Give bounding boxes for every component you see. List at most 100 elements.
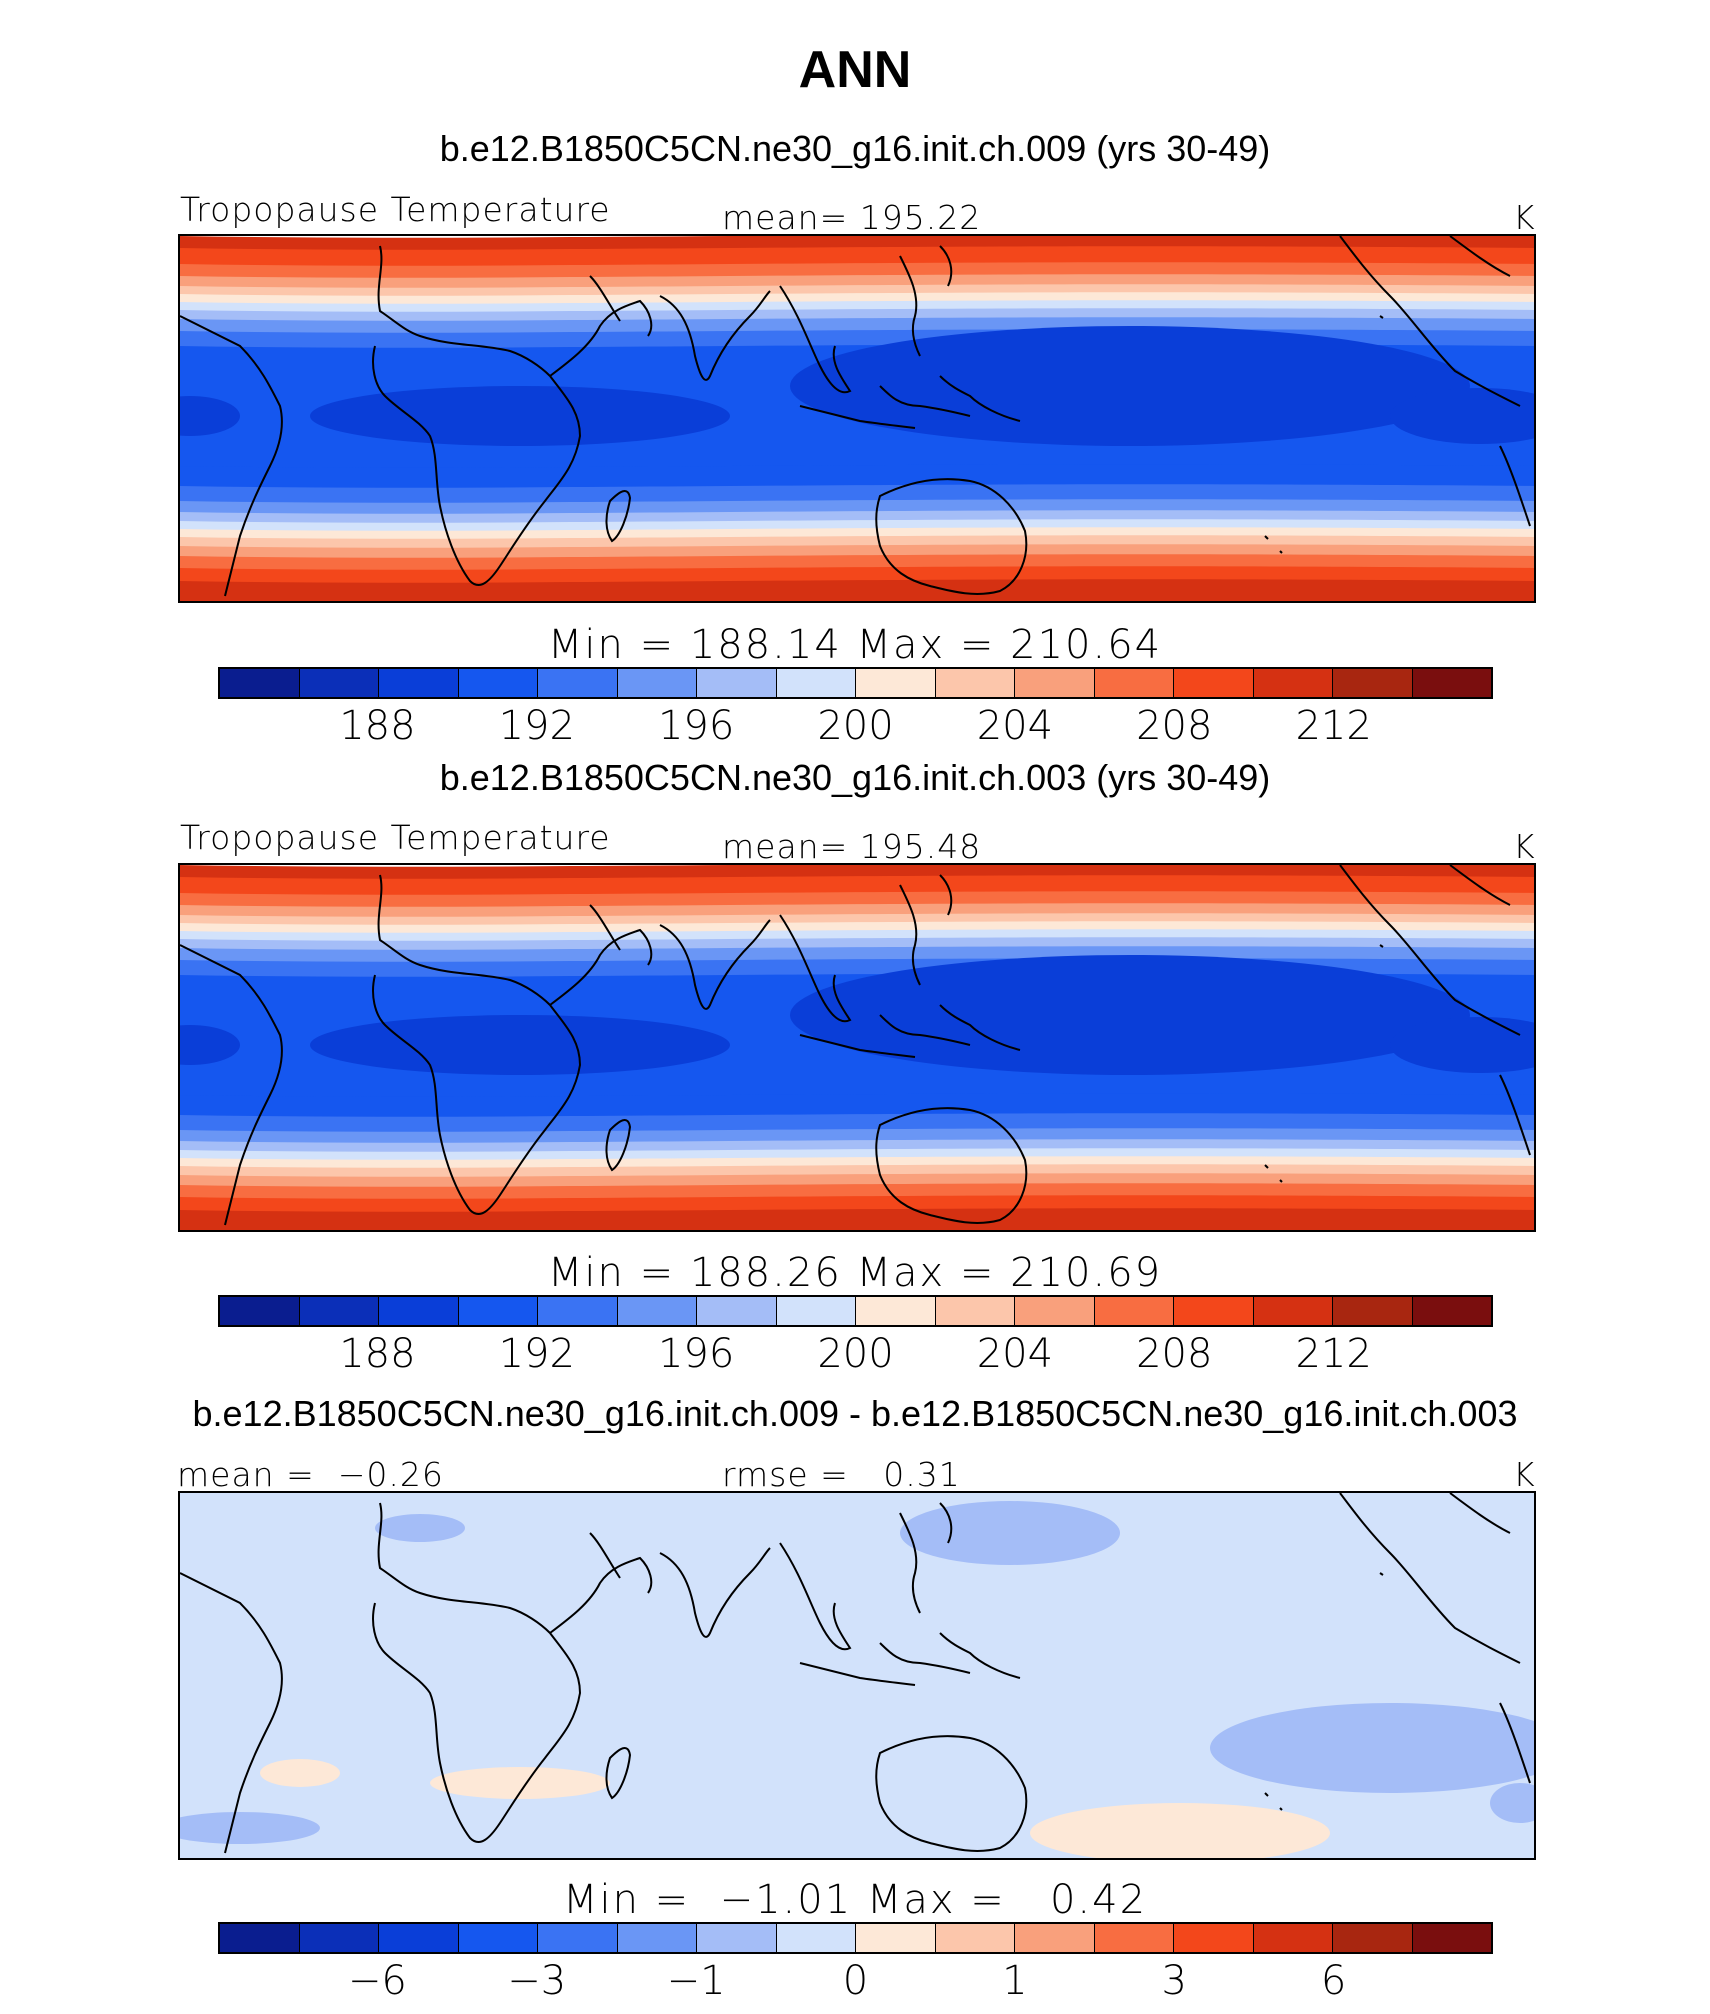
panel-2-field [180,865,1534,1230]
colorbar-swatch [856,1924,936,1952]
contour-band [180,464,1534,488]
panel-2-mean-value: 195.48 [859,827,982,866]
panel-3-max-value: 0.42 [1049,1877,1148,1923]
colorbar-tick-label: 196 [657,703,735,749]
colorbar-swatch [1174,1924,1254,1952]
colorbar-swatch [697,669,777,697]
panel-2-units: K [1513,827,1536,866]
panel-1-variable-label: Tropopause Temperature [180,190,611,229]
contour-core [180,396,240,436]
coastline [1499,1702,1531,1784]
colorbar-swatch [1253,1924,1333,1952]
coastline [1379,1572,1384,1576]
panel-1-colorbar [218,667,1493,699]
colorbar-tick-label: 212 [1295,1331,1372,1377]
coastline [879,1642,971,1674]
coastline [659,919,771,1010]
colorbar-swatch [538,1297,618,1325]
contour-band [180,1493,1534,1858]
coastline [1449,865,1511,906]
contour-anomaly [1490,1783,1534,1823]
coastline [939,1004,1021,1051]
panel-2-minmax: Min = 188.26 Max = 210.69 [547,1250,1163,1296]
colorbar-tick-label: 3 [1161,1958,1187,2004]
colorbar-swatch [458,669,538,697]
colorbar-swatch [1174,669,1254,697]
colorbar-swatch [935,669,1015,697]
coastline [1279,1179,1283,1183]
colorbar-swatch [538,669,618,697]
panel-2-min-value: 188.26 [689,1250,842,1296]
panel-1-map [178,234,1536,603]
panel-3-rmse-label: rmse = 0.31 [722,1455,961,1494]
colorbar-tick-label: −3 [507,1958,567,2004]
coastline [1449,236,1511,277]
colorbar-swatch [220,1297,300,1325]
contour-core [310,386,730,446]
coastline [659,290,771,381]
contour-anomaly [430,1767,610,1799]
colorbar-swatch [1094,669,1174,697]
colorbar-tick-label: −1 [666,1958,726,2004]
colorbar-tick-label: 1 [1002,1958,1028,2004]
colorbar-swatch [299,1924,379,1952]
colorbar-swatch [1253,669,1333,697]
colorbar-swatch [1015,669,1095,697]
coastline [1264,1164,1269,1169]
coastline [1339,1493,1521,1664]
coastline [799,405,916,429]
contour-band [180,1183,1534,1199]
panel-1-case-title: b.e12.B1850C5CN.ne30_g16.init.ch.009 (yr… [439,128,1271,169]
coastline [589,904,621,951]
coastline [799,1034,916,1058]
colorbar-tick-label: 6 [1320,1958,1347,2004]
colorbar-swatch [299,1297,379,1325]
colorbar-swatch [379,1924,459,1952]
contour-band [180,246,1534,266]
panel-3-colorbar [218,1922,1493,1954]
panel-3-min-value: −1.01 [719,1877,853,1923]
colorbar-swatch [1094,1924,1174,1952]
coastline [939,874,953,916]
contour-band [180,579,1534,601]
coastline [589,1532,621,1579]
contour-anomaly [180,1812,320,1844]
colorbar-swatch [220,669,300,697]
colorbar-swatch [1174,1297,1254,1325]
colorbar-tick-label: 200 [817,703,894,749]
colorbar-swatch [697,1924,777,1952]
contour-band [180,1093,1534,1117]
coastline [899,1512,921,1614]
colorbar-swatch [617,669,697,697]
panel-2-map [178,863,1536,1232]
colorbar-tick-label: 204 [976,703,1054,749]
colorbar-tick-label: 208 [1136,703,1213,749]
panel-3-colorbar-ticks: −6 −3 −1 0 1 3 6 [0,1958,1710,2008]
coastline [1279,550,1283,554]
panel-1-units: K [1513,198,1536,237]
coastline [180,315,283,597]
coastline [1449,1493,1511,1534]
panel-1-min-value: 188.14 [689,622,842,668]
coastline [589,275,621,322]
colorbar-tick-label: −6 [347,1958,407,2004]
colorbar-tick-label: 192 [498,703,575,749]
contour-band [180,1195,1534,1212]
panel-1-max-value: 210.64 [1010,622,1163,668]
coastline [549,928,653,1006]
panel-2-variable-label: Tropopause Temperature [180,818,611,857]
contour-core [1390,388,1534,444]
panel-2-max-value: 210.69 [1010,1250,1163,1296]
colorbar-swatch [379,669,459,697]
colorbar-swatch [776,669,856,697]
contour-anomaly [900,1501,1120,1565]
coastline [1379,944,1384,948]
colorbar-tick-label: 196 [657,1331,735,1377]
coastline [372,245,582,586]
coastline [605,490,632,543]
coastline [779,285,852,394]
colorbar-swatch [538,1924,618,1952]
coastline [939,375,1021,422]
panel-3-rmse-value: 0.31 [883,1455,961,1494]
panel-3-units: K [1513,1455,1536,1494]
